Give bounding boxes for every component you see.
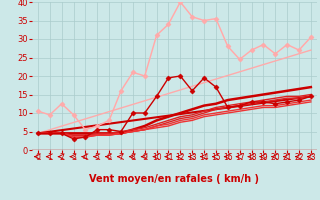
X-axis label: Vent moyen/en rafales ( km/h ): Vent moyen/en rafales ( km/h ) [89,174,260,184]
